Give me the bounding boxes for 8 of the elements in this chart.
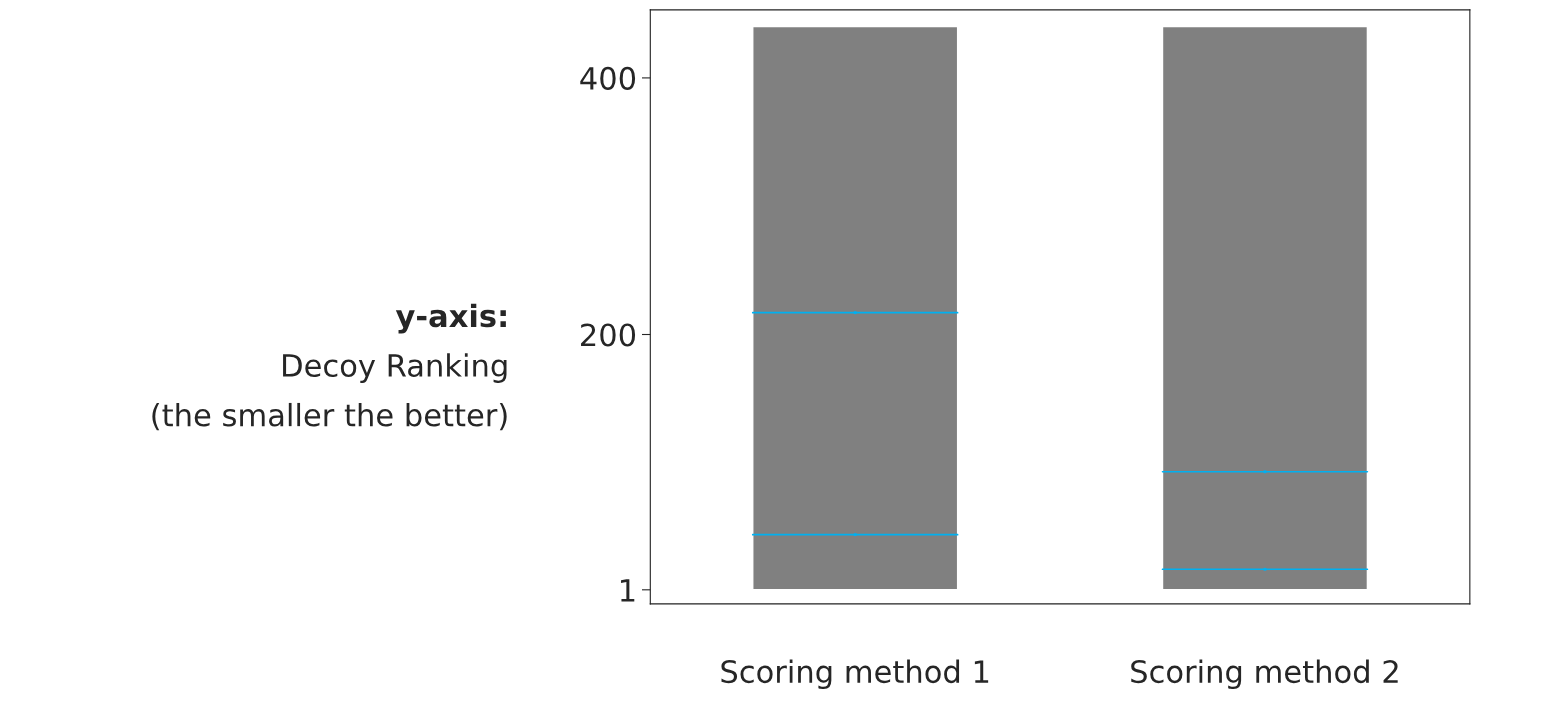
x-tick-label: Scoring method 2 [1131, 659, 1398, 690]
y-tick-label: 400 [580, 66, 636, 90]
point [853, 533, 857, 537]
x-tick-label: Scoring method 1 [721, 659, 989, 690]
y-axis-title: y-axis: Decoy Ranking (the smaller the better) [152, 303, 507, 431]
y-tick-label: 1 [621, 579, 635, 602]
point [853, 311, 857, 315]
y-tick-label: 200 [581, 323, 636, 347]
